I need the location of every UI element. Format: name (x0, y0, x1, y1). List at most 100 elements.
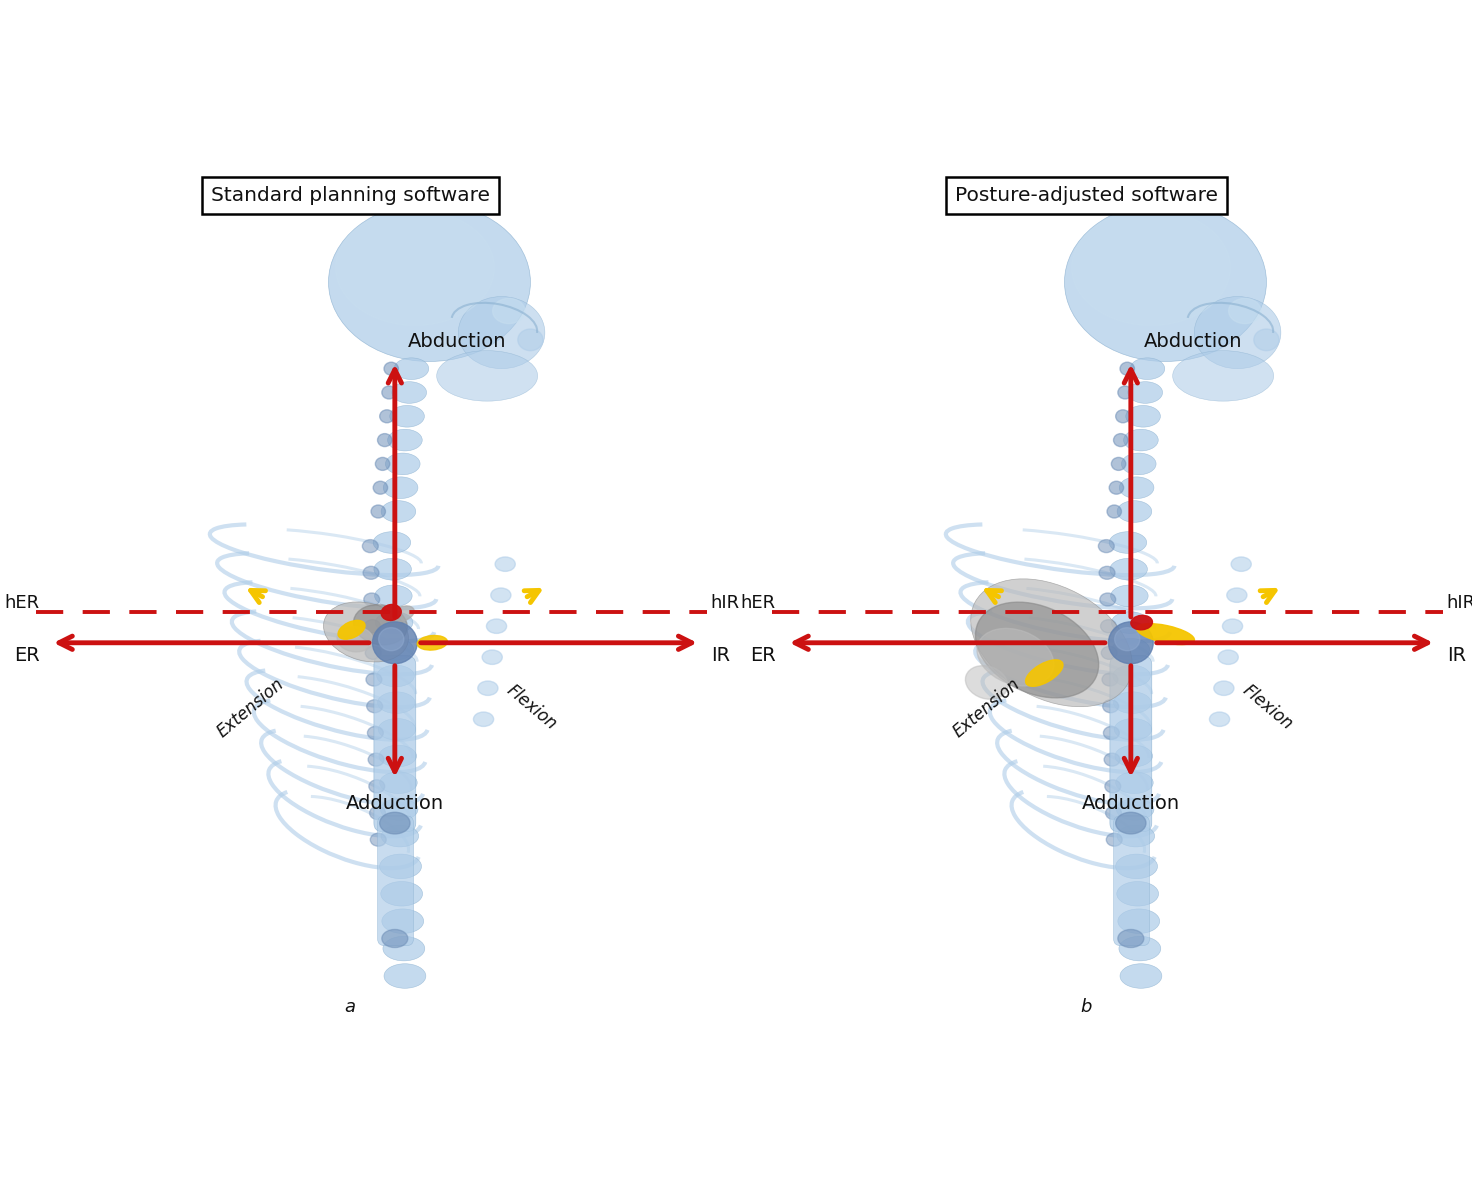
Ellipse shape (1072, 210, 1231, 325)
Ellipse shape (362, 540, 378, 553)
Ellipse shape (1107, 833, 1122, 846)
Ellipse shape (1254, 329, 1279, 350)
Ellipse shape (1222, 619, 1242, 633)
Ellipse shape (483, 650, 502, 664)
Text: b: b (1080, 998, 1092, 1016)
Ellipse shape (378, 718, 415, 740)
Ellipse shape (1064, 203, 1266, 361)
Ellipse shape (1110, 531, 1147, 553)
Ellipse shape (375, 457, 390, 470)
Ellipse shape (387, 429, 422, 451)
Ellipse shape (378, 746, 417, 767)
Ellipse shape (437, 350, 537, 402)
Ellipse shape (474, 712, 493, 727)
Ellipse shape (381, 825, 418, 846)
Ellipse shape (1098, 540, 1114, 553)
Ellipse shape (1128, 381, 1163, 403)
Ellipse shape (383, 477, 418, 499)
Text: Adduction: Adduction (1082, 794, 1181, 813)
Ellipse shape (380, 410, 394, 423)
Ellipse shape (381, 909, 424, 934)
Ellipse shape (368, 727, 383, 740)
Ellipse shape (339, 620, 365, 639)
Ellipse shape (371, 505, 386, 518)
Text: IR: IR (711, 646, 730, 665)
Ellipse shape (381, 604, 402, 621)
Ellipse shape (1101, 620, 1116, 633)
Ellipse shape (1108, 622, 1153, 664)
Ellipse shape (970, 579, 1132, 706)
Ellipse shape (1117, 909, 1160, 934)
Ellipse shape (1114, 627, 1139, 651)
Ellipse shape (976, 602, 1098, 698)
Ellipse shape (1101, 646, 1117, 659)
Ellipse shape (374, 481, 387, 494)
Ellipse shape (380, 812, 411, 835)
Ellipse shape (328, 203, 530, 361)
Ellipse shape (1100, 566, 1114, 579)
Ellipse shape (1100, 594, 1116, 605)
Ellipse shape (1119, 936, 1161, 960)
Ellipse shape (324, 602, 408, 662)
Text: Adduction: Adduction (346, 794, 445, 813)
Ellipse shape (368, 753, 384, 766)
Ellipse shape (381, 501, 415, 523)
Ellipse shape (1229, 299, 1262, 324)
Ellipse shape (1113, 434, 1128, 446)
Ellipse shape (374, 531, 411, 553)
Ellipse shape (365, 620, 380, 633)
Text: hER: hER (4, 595, 40, 613)
Ellipse shape (336, 210, 495, 325)
Ellipse shape (1194, 296, 1281, 368)
Ellipse shape (1114, 746, 1153, 767)
Ellipse shape (375, 638, 414, 661)
Text: hER: hER (740, 595, 776, 613)
Ellipse shape (486, 619, 506, 633)
Text: hIR: hIR (711, 595, 740, 613)
Ellipse shape (369, 807, 386, 819)
Ellipse shape (375, 611, 412, 633)
Ellipse shape (390, 405, 424, 427)
Ellipse shape (374, 559, 412, 580)
Text: IR: IR (1447, 646, 1466, 665)
Text: ER: ER (15, 646, 40, 665)
Ellipse shape (1113, 692, 1151, 713)
Ellipse shape (1107, 505, 1122, 518)
Ellipse shape (367, 673, 381, 686)
Text: Flexion: Flexion (1239, 682, 1297, 734)
Ellipse shape (384, 964, 425, 988)
Ellipse shape (380, 854, 421, 879)
Ellipse shape (365, 646, 381, 659)
Ellipse shape (417, 635, 447, 650)
Ellipse shape (1026, 659, 1063, 686)
Ellipse shape (1120, 362, 1135, 375)
Ellipse shape (1120, 964, 1161, 988)
Ellipse shape (381, 929, 408, 947)
Ellipse shape (1111, 457, 1126, 470)
Text: Abduction: Abduction (1144, 332, 1242, 350)
Ellipse shape (390, 605, 414, 622)
Text: Abduction: Abduction (408, 332, 506, 350)
FancyBboxPatch shape (1110, 656, 1151, 832)
Ellipse shape (1117, 825, 1154, 846)
Ellipse shape (1111, 611, 1148, 633)
Ellipse shape (1226, 588, 1247, 602)
Ellipse shape (367, 700, 383, 712)
Ellipse shape (1116, 812, 1147, 835)
Ellipse shape (1116, 799, 1154, 820)
Ellipse shape (364, 566, 378, 579)
Ellipse shape (1110, 481, 1123, 494)
Ellipse shape (383, 936, 425, 960)
Ellipse shape (1123, 429, 1158, 451)
Ellipse shape (495, 558, 515, 572)
Ellipse shape (1117, 386, 1132, 399)
Ellipse shape (381, 386, 396, 399)
Ellipse shape (1122, 453, 1156, 475)
Ellipse shape (377, 665, 414, 687)
Ellipse shape (1104, 753, 1120, 766)
Text: Extension: Extension (949, 675, 1023, 741)
Ellipse shape (1130, 615, 1153, 629)
Ellipse shape (490, 588, 511, 602)
Ellipse shape (364, 594, 380, 605)
Ellipse shape (1126, 405, 1160, 427)
